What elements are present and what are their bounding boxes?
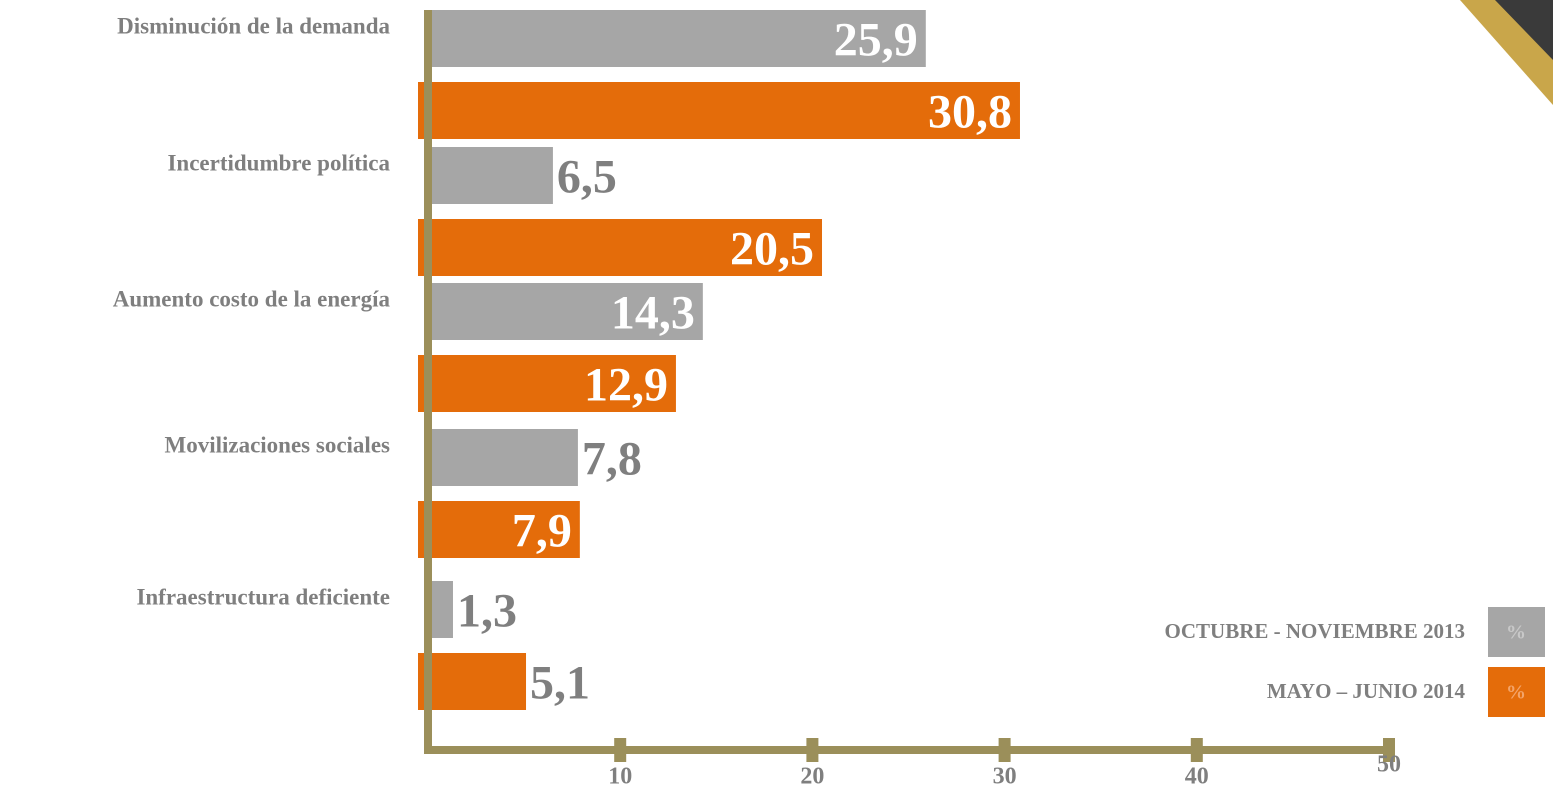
bar (418, 653, 526, 710)
value-label: 30,8 (928, 86, 1012, 139)
value-label: 1,3 (457, 585, 517, 638)
bar (428, 147, 553, 204)
tick-mark (999, 738, 1011, 762)
category-label: Aumento costo de la energía (113, 286, 391, 311)
x-tick-label: 40 (1185, 764, 1209, 790)
x-tick-label: 30 (993, 764, 1017, 790)
legend-unit: % (1506, 682, 1526, 704)
tick-mark (614, 738, 626, 762)
category-label: Incertidumbre política (167, 150, 390, 175)
x-tick-label: 50 (1377, 752, 1401, 778)
value-label: 7,9 (512, 505, 572, 558)
bar (428, 429, 578, 486)
legend-label: OCTUBRE - NOVIEMBRE 2013 (1165, 619, 1465, 643)
x-tick-label: 20 (800, 764, 824, 790)
value-label: 12,9 (584, 359, 668, 412)
value-label: 14,3 (611, 287, 695, 340)
value-label: 5,1 (530, 657, 590, 710)
tick-mark (806, 738, 818, 762)
legend-unit: % (1506, 622, 1526, 644)
chart: Disminución de la demanda 25,930,8 Incerti… (0, 0, 1553, 805)
tick-mark (1191, 738, 1203, 762)
category-label: Disminución de la demanda (117, 13, 390, 38)
category-label: Infraestructura deficiente (136, 584, 390, 609)
legend-label: MAYO – JUNIO 2014 (1267, 679, 1466, 703)
category-label: Movilizaciones sociales (165, 432, 391, 457)
value-label: 6,5 (557, 151, 617, 204)
value-label: 7,8 (582, 433, 642, 486)
x-tick-label: 10 (608, 764, 632, 790)
value-label: 25,9 (834, 14, 918, 67)
value-label: 20,5 (730, 223, 814, 276)
